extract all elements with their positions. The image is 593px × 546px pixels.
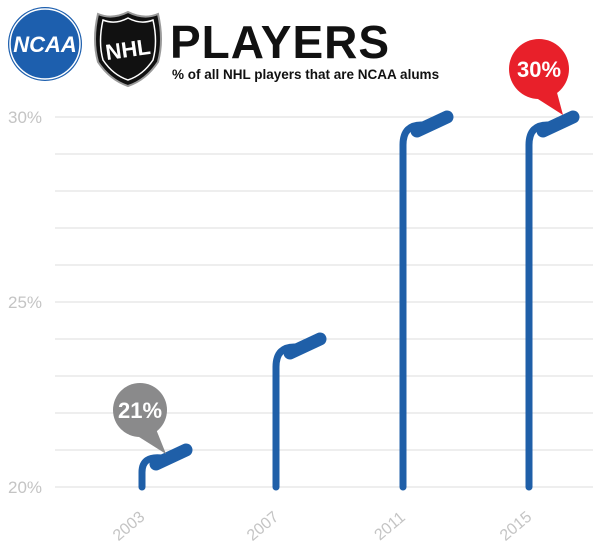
- data-sticks: [138, 110, 580, 491]
- x-tick-label: 2003: [110, 509, 148, 545]
- callout-label: 21%: [118, 398, 162, 423]
- x-tick-label: 2011: [371, 509, 408, 544]
- stick-blade-2003: [149, 443, 193, 471]
- value-callouts: 21% 30%: [113, 39, 569, 454]
- callout-bubble: [509, 39, 569, 99]
- stick-blade-2007: [283, 332, 327, 360]
- y-axis-ticks: 20% 25% 30%: [8, 108, 42, 497]
- y-tick-label: 30%: [8, 108, 42, 127]
- callout-2015: 30%: [509, 39, 569, 115]
- callout-label: 30%: [517, 57, 561, 82]
- stick-blade-2015: [536, 110, 580, 138]
- chart-subtitle: % of all NHL players that are NCAA alums: [172, 67, 439, 82]
- x-tick-label: 2015: [497, 509, 535, 545]
- chart-title: PLAYERS: [170, 16, 390, 68]
- gridlines: [55, 116, 593, 488]
- ncaa-logo-text: NCAA: [13, 32, 77, 57]
- callout-2003: 21%: [113, 383, 167, 454]
- y-tick-label: 25%: [8, 293, 42, 312]
- nhl-logo-text: NHL: [104, 34, 152, 65]
- callout-bubble: [113, 383, 167, 437]
- x-tick-label: 2007: [244, 509, 282, 545]
- y-tick-label: 20%: [8, 478, 42, 497]
- x-axis-ticks: 2003 2007 2011 2015: [110, 509, 535, 545]
- nhl-shield-logo: NHL: [94, 10, 162, 88]
- stick-blade-2011: [410, 110, 454, 138]
- ncaa-logo: NCAA: [8, 7, 82, 81]
